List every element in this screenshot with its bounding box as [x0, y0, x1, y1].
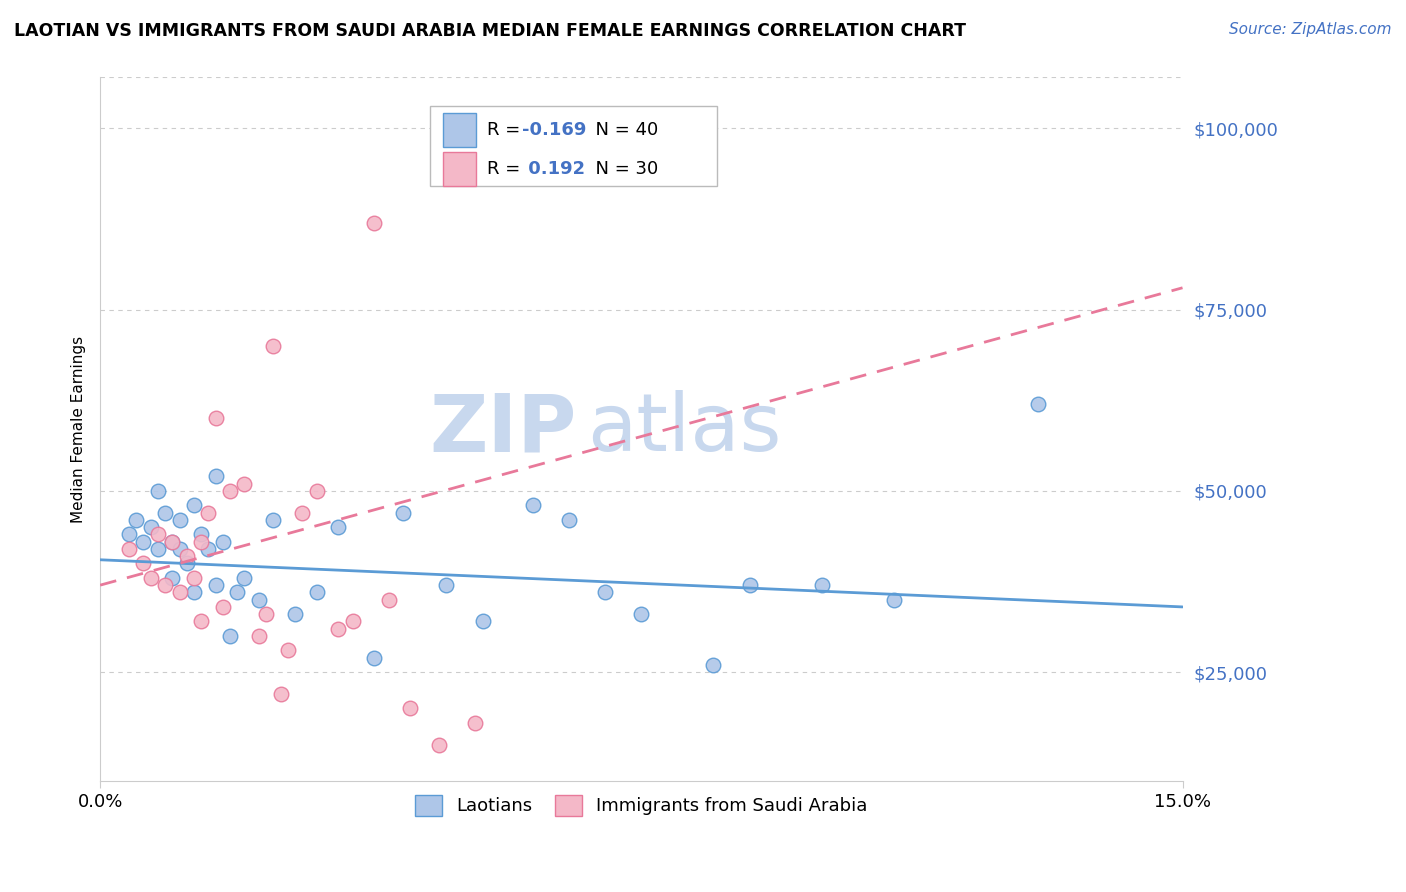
Point: [399, 701, 422, 715]
Text: atlas: atlas: [588, 390, 782, 468]
Point: [233, 476, 256, 491]
Point: [169, 585, 191, 599]
Point: [183, 571, 205, 585]
Point: [558, 513, 581, 527]
Point: [262, 513, 284, 527]
Y-axis label: Median Female Earnings: Median Female Earnings: [72, 335, 86, 523]
Point: [219, 483, 242, 498]
Point: [363, 215, 385, 229]
Point: [284, 607, 307, 622]
Point: [153, 578, 176, 592]
Point: [146, 527, 169, 541]
Point: [190, 534, 212, 549]
FancyBboxPatch shape: [430, 105, 717, 186]
Point: [139, 520, 162, 534]
Point: [132, 534, 155, 549]
Point: [226, 585, 249, 599]
Point: [169, 541, 191, 556]
Point: [291, 506, 314, 520]
Point: [146, 483, 169, 498]
Point: [247, 629, 270, 643]
Bar: [443, 152, 475, 186]
Point: [190, 615, 212, 629]
Point: [328, 622, 350, 636]
Text: R =: R =: [486, 120, 526, 139]
Point: [176, 549, 198, 563]
Point: [204, 411, 226, 425]
Point: [471, 615, 494, 629]
Point: [436, 578, 458, 592]
Point: [176, 557, 198, 571]
Text: 0.192: 0.192: [522, 160, 585, 178]
Point: [204, 469, 226, 483]
Point: [254, 607, 277, 622]
Text: N = 30: N = 30: [583, 160, 658, 178]
Point: [270, 687, 292, 701]
Point: [702, 657, 724, 672]
Point: [1026, 397, 1049, 411]
Point: [883, 592, 905, 607]
Point: [630, 607, 652, 622]
Point: [162, 571, 184, 585]
Point: [738, 578, 761, 592]
Text: LAOTIAN VS IMMIGRANTS FROM SAUDI ARABIA MEDIAN FEMALE EARNINGS CORRELATION CHART: LAOTIAN VS IMMIGRANTS FROM SAUDI ARABIA …: [14, 22, 966, 40]
Point: [233, 571, 256, 585]
Text: R =: R =: [486, 160, 526, 178]
Text: Source: ZipAtlas.com: Source: ZipAtlas.com: [1229, 22, 1392, 37]
Point: [328, 520, 350, 534]
Point: [162, 534, 184, 549]
Text: -0.169: -0.169: [522, 120, 586, 139]
Point: [211, 599, 233, 614]
Point: [522, 499, 544, 513]
Legend: Laotians, Immigrants from Saudi Arabia: Laotians, Immigrants from Saudi Arabia: [406, 786, 876, 825]
Point: [247, 592, 270, 607]
Point: [392, 506, 415, 520]
Text: N = 40: N = 40: [583, 120, 658, 139]
Point: [305, 483, 328, 498]
Point: [262, 339, 284, 353]
Point: [183, 499, 205, 513]
Point: [183, 585, 205, 599]
Point: [197, 506, 219, 520]
Point: [169, 513, 191, 527]
Point: [118, 541, 141, 556]
Point: [593, 585, 616, 599]
Point: [139, 571, 162, 585]
Point: [118, 527, 141, 541]
Point: [305, 585, 328, 599]
Point: [342, 615, 364, 629]
Point: [378, 592, 401, 607]
Point: [162, 534, 184, 549]
Point: [464, 716, 486, 731]
Point: [211, 534, 233, 549]
Point: [363, 650, 385, 665]
Point: [132, 557, 155, 571]
Point: [146, 541, 169, 556]
Point: [190, 527, 212, 541]
Point: [219, 629, 242, 643]
Point: [197, 541, 219, 556]
Bar: [443, 113, 475, 147]
Text: ZIP: ZIP: [429, 390, 576, 468]
Point: [427, 738, 450, 752]
Point: [277, 643, 299, 657]
Point: [204, 578, 226, 592]
Point: [810, 578, 832, 592]
Point: [153, 506, 176, 520]
Point: [125, 513, 148, 527]
